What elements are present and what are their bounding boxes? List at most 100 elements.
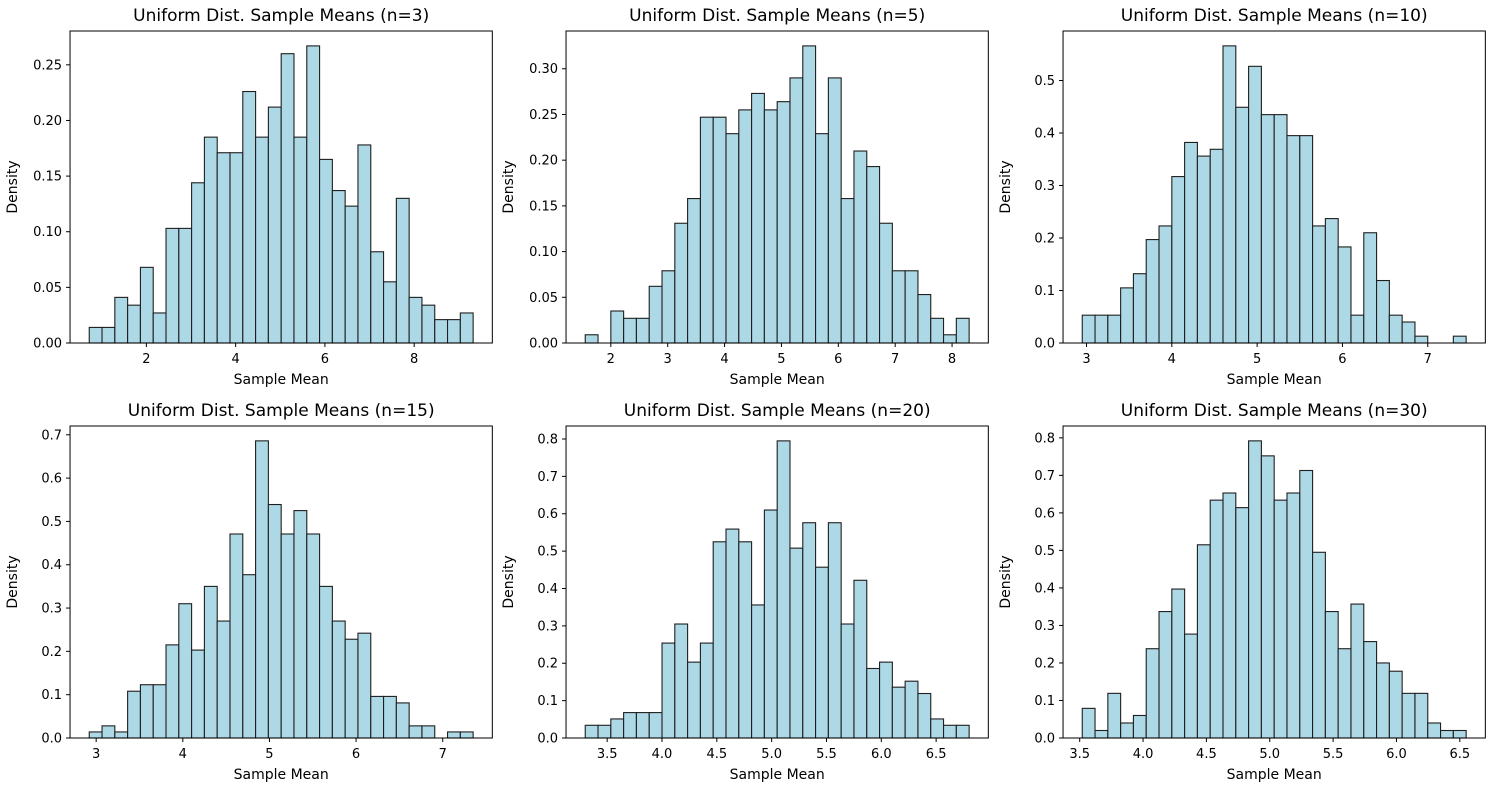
histogram-bar: [1081, 707, 1096, 739]
histogram-bar: [114, 296, 129, 344]
x-tick-label: 4: [179, 747, 187, 762]
y-tick-label: 0.20: [529, 154, 558, 169]
x-axis-label: Sample Mean: [730, 372, 825, 388]
histogram-bar: [738, 541, 753, 739]
y-tick-label: 0.15: [33, 170, 62, 185]
histogram-bar: [1273, 114, 1288, 344]
x-tick-label: 5: [1253, 352, 1261, 367]
histogram-n5: 2 3 4 5 6 7 8 0.00 0.05 0.10 0.15 0.20 0.25 0.30 Unifo…: [501, 6, 990, 388]
x-tick-label: 6.0: [871, 747, 892, 762]
x-tick-label: 5.0: [1259, 747, 1280, 762]
histogram-bar: [700, 642, 715, 739]
histogram-bar: [853, 150, 868, 344]
y-tick-label: 0.5: [1034, 74, 1055, 89]
histogram-bar: [127, 690, 141, 739]
histogram-bar: [1388, 670, 1403, 739]
y-tick-label: 0.2: [1034, 656, 1055, 671]
y-tick-label: 0.5: [538, 545, 559, 560]
histogram-bar: [1247, 440, 1262, 739]
subplot-title: Uniform Dist. Sample Means (n=3): [133, 6, 429, 26]
histogram-bar: [648, 712, 663, 739]
histogram-bar: [1414, 692, 1428, 739]
axes-spines: [69, 425, 493, 739]
histogram-bar: [1132, 714, 1147, 739]
histogram-bar: [331, 620, 346, 739]
y-tick-label: 0.8: [538, 433, 559, 448]
x-tick-label: 3: [1082, 352, 1090, 367]
histogram-bar: [1311, 225, 1326, 344]
y-tick-label: 0.4: [1034, 127, 1055, 142]
x-tick-label: 6.5: [926, 747, 947, 762]
histogram-bar: [101, 725, 116, 739]
histogram-bar: [114, 731, 129, 739]
x-tick-label: 7: [1423, 352, 1431, 367]
histogram-bar: [229, 152, 244, 344]
y-tick-label: 0.4: [1034, 581, 1055, 596]
y-tick-label: 0.15: [529, 199, 558, 214]
histogram-bar: [1439, 729, 1454, 739]
y-tick-label: 0.1: [1034, 284, 1055, 299]
subplot-title: Uniform Dist. Sample Means (n=15): [128, 401, 435, 421]
histogram-bar: [408, 296, 423, 344]
histogram-bar: [1132, 273, 1147, 344]
subplot-cell-n30: 3.5 4.0 4.5 5.0 5.5 6.0 6.5 0.0 0.1 0.2 0.3 0.4 0.5 0…: [993, 395, 1489, 790]
histogram-bar: [828, 522, 843, 739]
histogram-bar: [88, 731, 103, 739]
x-axis-label: Sample Mean: [1226, 372, 1321, 388]
histogram-bar: [789, 77, 804, 344]
x-tick-label: 4: [1167, 352, 1175, 367]
y-tick-label: 0.4: [41, 558, 62, 573]
y-axis-label: Density: [998, 160, 1014, 213]
x-tick-label: 4.5: [1196, 747, 1217, 762]
histogram-bar: [956, 724, 971, 739]
histogram-bar: [1401, 321, 1416, 344]
y-tick-label: 0.8: [1034, 431, 1055, 446]
histogram-bar: [738, 109, 753, 344]
histogram-bar: [1247, 65, 1262, 344]
histogram-bar: [930, 317, 945, 344]
histogram-bar: [255, 440, 269, 739]
histogram-bar: [789, 547, 804, 739]
histogram-bar: [1362, 641, 1377, 739]
histogram-n20: 3.5 4.0 4.5 5.0 5.5 6.0 6.5 0.0 0.1 0.2 0.3 0.4 0.5 0…: [501, 401, 990, 783]
histogram-bar: [395, 702, 410, 739]
histogram-bar: [1311, 551, 1326, 739]
y-tick-label: 0.6: [538, 507, 559, 522]
histogram-bar: [1119, 722, 1134, 739]
x-tick-label: 6: [1338, 352, 1346, 367]
y-tick-label: 0.20: [33, 114, 62, 129]
histogram-bar: [917, 293, 932, 344]
x-tick-label: 6: [352, 747, 360, 762]
histogram-bar: [1158, 611, 1173, 739]
x-tick-label: 3.5: [1069, 747, 1090, 762]
axes-spines: [1062, 425, 1486, 739]
histogram-bar: [383, 695, 397, 739]
y-tick-label: 0.2: [1034, 232, 1055, 247]
histogram-bar: [1362, 232, 1377, 344]
y-tick-label: 0.7: [1034, 469, 1055, 484]
x-tick-label: 4.0: [1132, 747, 1153, 762]
histogram-bar: [421, 725, 436, 739]
x-tick-label: 4: [231, 352, 239, 367]
histogram-bar: [712, 541, 727, 739]
histogram-bar: [1145, 648, 1160, 739]
histogram-bar: [1260, 455, 1275, 739]
histogram-bar: [127, 304, 141, 344]
histogram-bar: [1324, 611, 1339, 739]
x-tick-label: 5: [265, 747, 273, 762]
x-tick-label: 8: [410, 352, 418, 367]
histogram-bar: [802, 522, 817, 739]
histogram-bar: [956, 317, 971, 344]
histogram-bar: [1337, 648, 1352, 739]
histogram-bar: [751, 92, 766, 344]
histogram-bar: [152, 684, 167, 739]
histogram-bar: [1286, 135, 1300, 344]
x-tick-label: 7: [891, 352, 899, 367]
histogram-bar: [1401, 692, 1416, 739]
histogram-bar: [408, 725, 423, 739]
histogram-n3: 2 4 6 8 0.00 0.05 0.10 0.15 0.20 0.25 Uniform Dist…: [5, 6, 493, 388]
histogram-bar: [904, 680, 919, 739]
y-tick-label: 0.0: [41, 732, 62, 747]
histogram-bar: [1106, 314, 1121, 344]
histogram-bar: [1145, 239, 1160, 344]
